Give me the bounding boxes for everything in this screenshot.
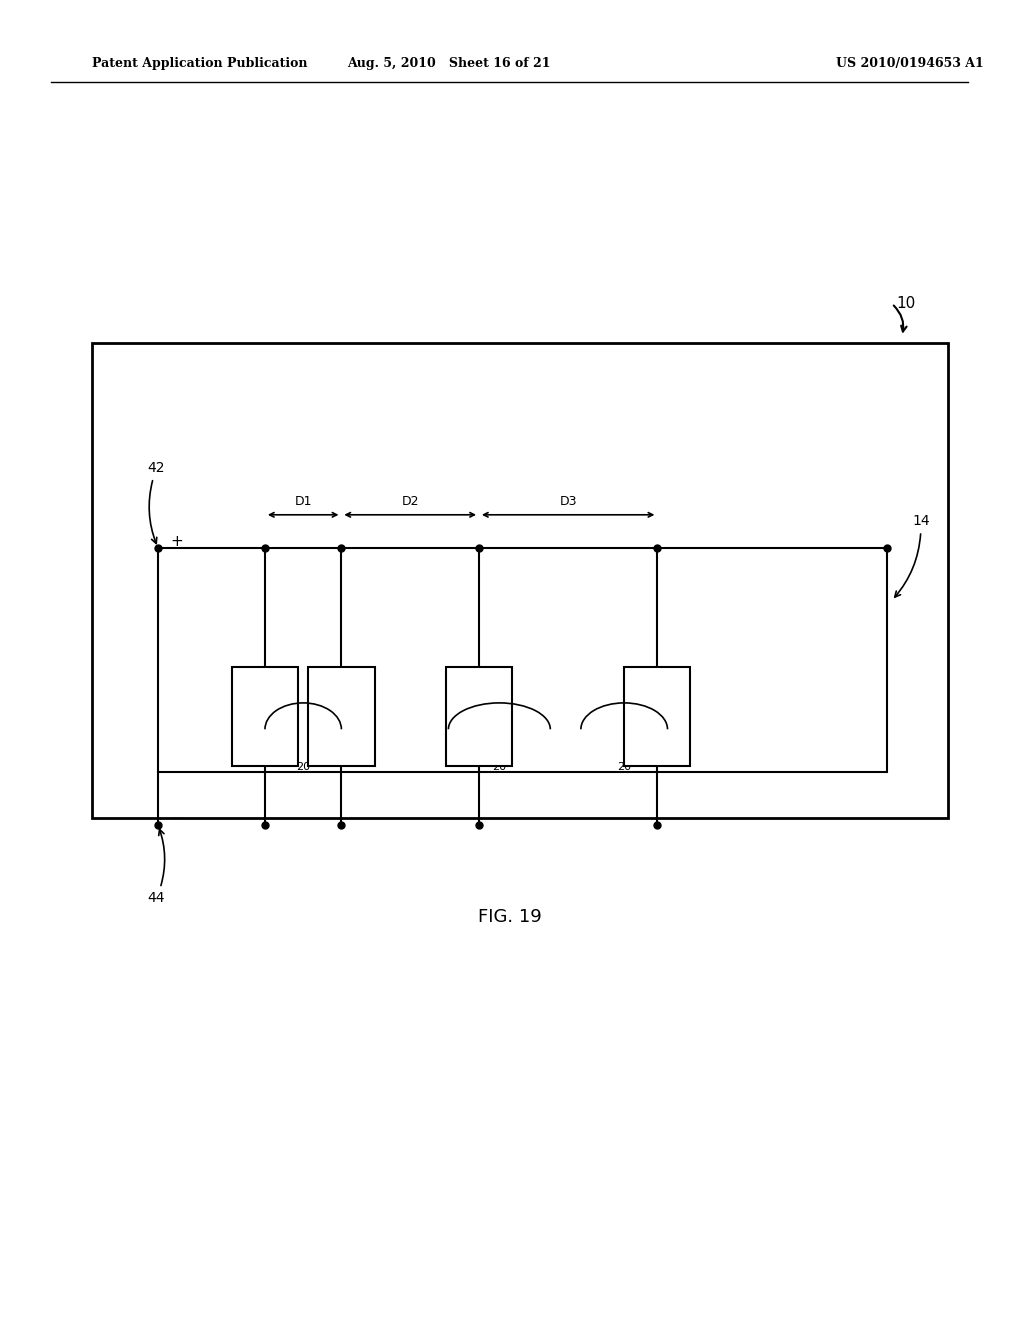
Text: 20: 20 [617,763,631,772]
Text: +: + [170,533,183,549]
Text: L1: L1 [257,710,272,722]
FancyBboxPatch shape [231,667,298,766]
FancyBboxPatch shape [625,667,690,766]
Text: 14: 14 [895,515,930,597]
Text: −: − [170,810,183,826]
Text: US 2010/0194653 A1: US 2010/0194653 A1 [836,57,983,70]
Text: D3: D3 [559,495,577,508]
FancyBboxPatch shape [158,548,887,772]
Text: Patent Application Publication: Patent Application Publication [92,57,307,70]
Text: Aug. 5, 2010   Sheet 16 of 21: Aug. 5, 2010 Sheet 16 of 21 [347,57,550,70]
Text: L4: L4 [650,710,665,722]
Text: L2: L2 [334,710,349,722]
FancyBboxPatch shape [445,667,512,766]
Text: 20: 20 [296,763,310,772]
Text: 44: 44 [147,829,165,906]
Text: L3: L3 [471,710,486,722]
Text: FIG. 19: FIG. 19 [477,908,542,927]
FancyBboxPatch shape [308,667,375,766]
Text: D1: D1 [295,495,312,508]
FancyBboxPatch shape [92,343,948,818]
Text: 42: 42 [147,461,165,544]
Text: 20: 20 [493,763,507,772]
Text: D2: D2 [401,495,419,508]
Text: 10: 10 [897,296,916,312]
